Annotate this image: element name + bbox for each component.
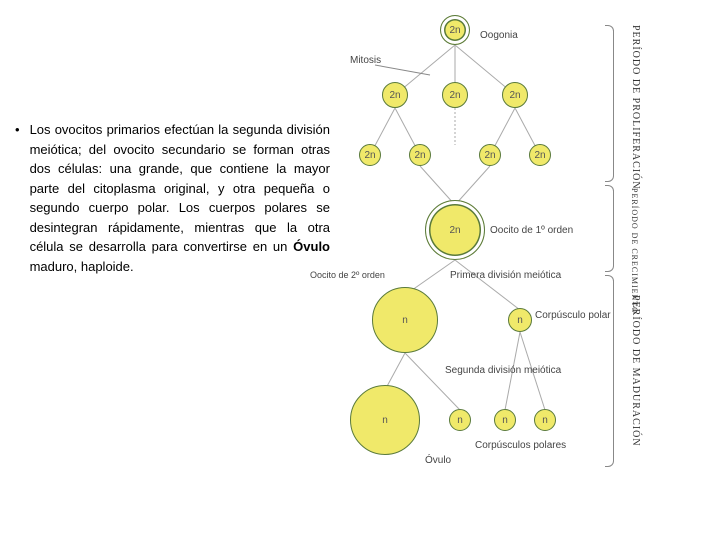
cell: 2n (479, 144, 501, 166)
div2-label: Segunda división meiótica (445, 365, 561, 376)
oocyte2-label: Oocito de 2º orden (310, 270, 385, 280)
bullet-mark: • (15, 120, 20, 276)
cell: n (372, 287, 438, 353)
oogenesis-diagram: 2n2n2n2n2n2n2n2n2nnnnnnn Mitosis Oogonia… (340, 20, 700, 520)
paragraph-body: Los ovocitos primarios efectúan la segun… (30, 122, 330, 254)
ovum-label: Óvulo (425, 455, 451, 466)
period-proliferation: PERÍODO DE PROLIFERACIÓN (630, 25, 641, 190)
bracket-maturation (605, 275, 614, 467)
cell: n (449, 409, 471, 431)
mitosis-label: Mitosis (350, 55, 381, 66)
cell: 2n (440, 15, 470, 45)
polar1-label: Corpúsculo polar (535, 310, 611, 321)
oogonia-label: Oogonia (480, 30, 518, 41)
cell: 2n (502, 82, 528, 108)
div1-label: Primera división meiótica (450, 270, 561, 281)
cell: 2n (382, 82, 408, 108)
bullet-item: • Los ovocitos primarios efectúan la seg… (30, 120, 330, 276)
cell: n (508, 308, 532, 332)
description-panel: • Los ovocitos primarios efectúan la seg… (30, 120, 330, 276)
cell: 2n (442, 82, 468, 108)
bracket-growth (605, 185, 614, 272)
paragraph-bold: Óvulo (293, 239, 330, 254)
paragraph-tail: maduro, haploide. (30, 259, 134, 274)
period-maturation: PERÍODO DE MADURACIÓN (630, 295, 641, 447)
cell: n (534, 409, 556, 431)
paragraph-text: Los ovocitos primarios efectúan la segun… (30, 120, 330, 276)
cell: 2n (529, 144, 551, 166)
cell: n (350, 385, 420, 455)
cell: 2n (359, 144, 381, 166)
oocyte1-label: Oocito de 1º orden (490, 225, 573, 236)
cell: 2n (425, 200, 485, 260)
bracket-proliferation (605, 25, 614, 182)
cell: n (494, 409, 516, 431)
polars-label: Corpúsculos polares (475, 440, 566, 451)
cell: 2n (409, 144, 431, 166)
